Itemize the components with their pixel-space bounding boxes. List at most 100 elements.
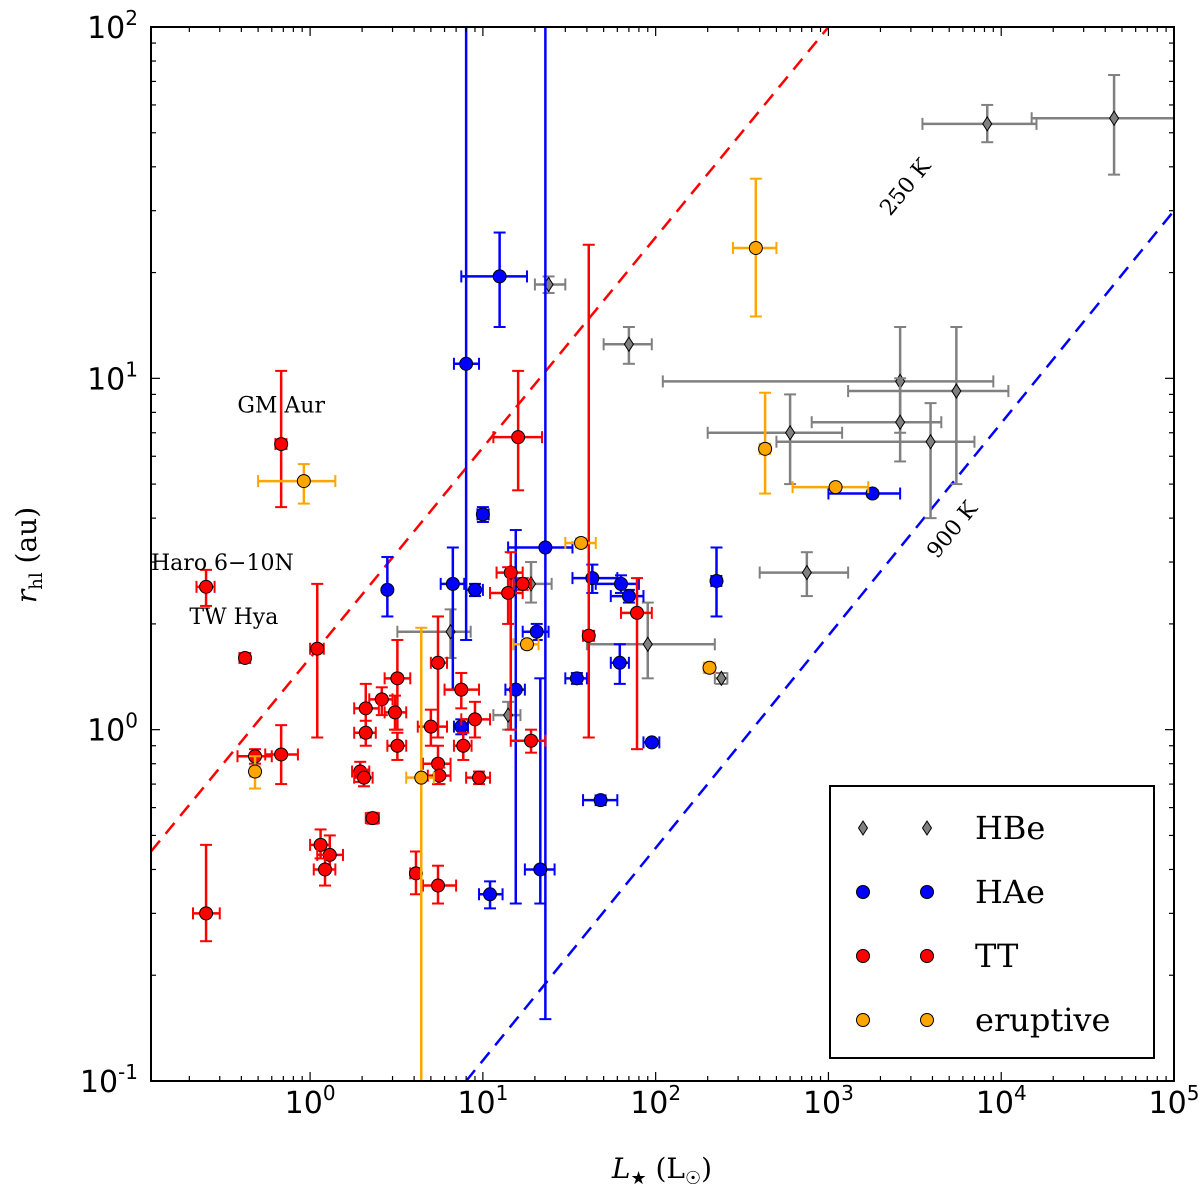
- data-point: [318, 862, 333, 877]
- plot-frame: [150, 26, 1175, 1082]
- reference-lines: [151, 27, 1174, 1081]
- data-point: [248, 764, 263, 779]
- data-point: [538, 540, 553, 555]
- y-tick-label: 101: [87, 357, 138, 397]
- y-tick-label: 10-1: [80, 1060, 138, 1100]
- annotation-label: GM Aur: [237, 393, 325, 418]
- data-point: [519, 637, 534, 652]
- data-point: [365, 811, 380, 826]
- legend-label: HAe: [975, 873, 1045, 911]
- data-point: [623, 336, 634, 353]
- data-point: [374, 692, 389, 707]
- series-eruptive: [248, 177, 870, 1081]
- data-point: [313, 837, 328, 852]
- data-point: [296, 474, 311, 489]
- data-point: [515, 576, 530, 591]
- legend: HBe HAe TT eruptive: [829, 785, 1155, 1059]
- data-point: [748, 240, 763, 255]
- annotation-label: TW Hya: [189, 605, 278, 630]
- data-point: [414, 770, 429, 785]
- data-point: [982, 115, 993, 132]
- series-HBe: [396, 74, 1174, 731]
- data-point: [472, 770, 487, 785]
- data-point: [925, 433, 936, 450]
- data-point: [865, 486, 880, 501]
- data-point: [483, 887, 498, 902]
- legend-label: HBe: [975, 809, 1045, 847]
- legend-marker: [921, 820, 933, 836]
- series-TT: [191, 243, 653, 943]
- data-point: [274, 437, 289, 452]
- data-point: [709, 573, 724, 588]
- data-point: [310, 641, 325, 656]
- data-point: [612, 655, 627, 670]
- legend-label: TT: [975, 937, 1019, 975]
- legend-marker: [856, 1013, 870, 1027]
- data-point: [454, 682, 469, 697]
- x-tick-label: 103: [803, 1081, 854, 1121]
- data-series: [191, 27, 1174, 1081]
- legend-marker: [920, 949, 934, 963]
- data-point: [431, 878, 446, 893]
- data-point: [431, 655, 446, 670]
- data-point: [630, 605, 645, 620]
- y-tick-label: 102: [87, 6, 138, 46]
- legend-label: eruptive: [975, 1001, 1110, 1039]
- data-point: [475, 507, 490, 522]
- y-tick-label: 100: [87, 709, 138, 749]
- tick-labels: 100 101 102 103 104 105 10-1 100 101 102: [80, 6, 1200, 1121]
- data-point: [574, 535, 589, 550]
- data-point: [529, 624, 544, 639]
- data-point: [467, 712, 482, 727]
- data-point: [613, 576, 628, 591]
- legend-marker: [857, 820, 869, 836]
- x-tick-label: 105: [1149, 1081, 1200, 1121]
- data-point: [895, 414, 906, 431]
- data-point: [432, 768, 447, 783]
- legend-marker: [856, 885, 870, 899]
- data-point: [459, 356, 474, 371]
- data-point: [467, 582, 482, 597]
- reference-line-label: 250 K: [875, 154, 936, 221]
- x-tick-label: 100: [285, 1081, 336, 1121]
- legend-marker: [856, 949, 870, 963]
- reference-line: [151, 27, 830, 853]
- data-point: [199, 579, 214, 594]
- data-point: [390, 671, 405, 686]
- annotation-label: Haro 6−10N: [151, 551, 294, 576]
- data-point: [642, 636, 653, 653]
- data-point: [456, 738, 471, 753]
- data-point: [801, 564, 812, 581]
- data-point: [758, 441, 773, 456]
- data-point: [492, 269, 507, 284]
- x-tick-label: 101: [457, 1081, 508, 1121]
- data-point: [358, 701, 373, 716]
- legend-marker: [920, 885, 934, 899]
- data-point: [380, 582, 395, 597]
- data-point: [511, 430, 526, 445]
- data-point: [387, 705, 402, 720]
- data-point: [390, 738, 405, 753]
- data-point: [702, 660, 717, 675]
- data-point: [356, 770, 371, 785]
- data-point: [716, 670, 727, 687]
- legend-marker: [920, 1013, 934, 1027]
- data-point: [238, 650, 253, 665]
- reference-line: [465, 209, 1174, 1081]
- data-point: [1108, 110, 1120, 127]
- data-point: [828, 480, 843, 495]
- x-tick-label: 102: [630, 1081, 681, 1121]
- data-point: [501, 585, 516, 600]
- data-point: [423, 719, 438, 734]
- data-point: [508, 682, 523, 697]
- x-axis-title: L★ (L☉): [611, 1152, 712, 1189]
- data-point: [593, 793, 608, 808]
- data-point: [199, 906, 214, 921]
- legend-box: [829, 785, 1155, 1059]
- data-point: [569, 671, 584, 686]
- data-point: [524, 733, 539, 748]
- data-point: [785, 424, 796, 441]
- data-point: [274, 747, 289, 762]
- data-point: [445, 576, 460, 591]
